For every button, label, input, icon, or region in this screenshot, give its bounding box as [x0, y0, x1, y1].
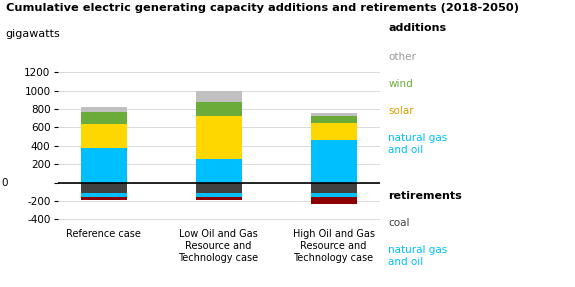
Bar [81, 197, 126, 199]
Bar [310, 113, 356, 117]
Bar [81, 112, 126, 124]
Text: Cumulative electric generating capacity additions and retirements (2018-2050): Cumulative electric generating capacity … [6, 3, 519, 13]
Text: retirements: retirements [388, 191, 462, 201]
Bar [196, 159, 241, 183]
Bar [310, 183, 356, 193]
Text: wind: wind [388, 79, 413, 89]
Bar [196, 102, 241, 116]
Text: natural gas
and oil: natural gas and oil [388, 133, 447, 155]
Bar [81, 193, 126, 197]
Bar [81, 183, 126, 193]
Text: coal: coal [388, 218, 409, 228]
Text: additions: additions [388, 23, 446, 33]
Bar [196, 197, 241, 199]
Bar [196, 116, 241, 159]
Text: solar: solar [388, 106, 414, 116]
Bar [310, 140, 356, 183]
Bar [310, 197, 356, 204]
Bar [310, 123, 356, 140]
Bar [310, 117, 356, 123]
Bar [196, 183, 241, 193]
Bar [196, 193, 241, 197]
Bar [196, 91, 241, 102]
Text: 0: 0 [1, 178, 7, 187]
Bar [81, 148, 126, 183]
Text: gigawatts: gigawatts [6, 29, 60, 39]
Bar [81, 124, 126, 148]
Bar [81, 107, 126, 112]
Text: other: other [388, 52, 416, 62]
Bar [310, 193, 356, 197]
Text: natural gas
and oil: natural gas and oil [388, 245, 447, 267]
